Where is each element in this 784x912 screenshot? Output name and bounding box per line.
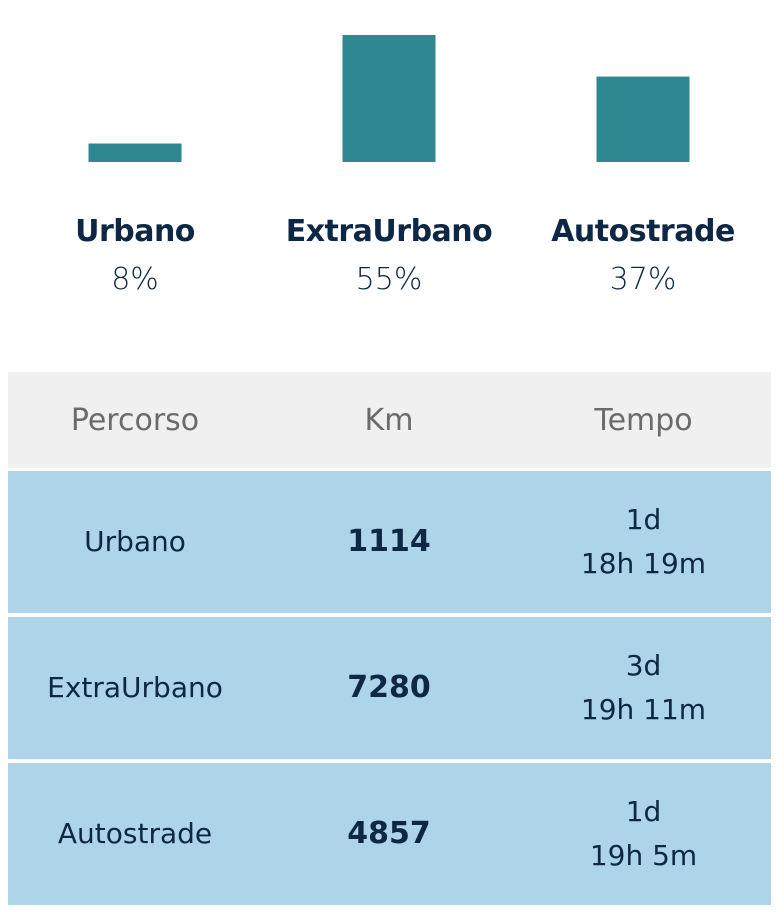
bar-autostrade <box>596 76 690 162</box>
header-percorso: Percorso <box>8 372 262 471</box>
value-label: 37% <box>609 262 677 297</box>
tempo-time: 18h 19m <box>580 547 707 580</box>
bar-extraurbano <box>342 35 436 162</box>
table-row: Urbano 1114 1d 18h 19m <box>8 469 771 617</box>
table-header: Percorso Km Tempo <box>8 372 771 471</box>
value-label: 8% <box>111 262 159 297</box>
tempo-time: 19h 11m <box>580 693 707 726</box>
tempo-time: 19h 5m <box>589 839 698 872</box>
cell-tempo: 1d 18h 19m <box>516 469 771 617</box>
category-label: Urbano <box>75 214 195 249</box>
cell-percorso: ExtraUrbano <box>8 615 262 763</box>
cell-tempo: 1d 19h 5m <box>516 761 771 909</box>
value-label: 55% <box>355 262 423 297</box>
cell-percorso: Autostrade <box>8 761 262 909</box>
tempo-days: 3d <box>625 649 662 682</box>
bar-chart: Urbano 8% ExtraUrbano 55% Autostrade 37% <box>0 0 784 330</box>
cell-tempo: 3d 19h 11m <box>516 615 771 763</box>
table-row: Autostrade 4857 1d 19h 5m <box>8 761 771 909</box>
cell-km: 4857 <box>262 761 516 909</box>
bars-svg <box>88 35 690 162</box>
cell-km: 1114 <box>262 469 516 617</box>
header-km: Km <box>262 372 516 471</box>
table-row: ExtraUrbano 7280 3d 19h 11m <box>8 615 771 763</box>
tempo-days: 1d <box>625 503 662 536</box>
cell-percorso: Urbano <box>8 469 262 617</box>
bar-urbano <box>88 143 182 162</box>
route-table: Percorso Km Tempo Urbano 1114 1d 18h 19m … <box>8 372 771 909</box>
tempo-days: 1d <box>625 795 662 828</box>
cell-km: 7280 <box>262 615 516 763</box>
header-tempo: Tempo <box>516 372 771 471</box>
category-label: Autostrade <box>551 214 735 249</box>
category-label: ExtraUrbano <box>285 214 493 249</box>
